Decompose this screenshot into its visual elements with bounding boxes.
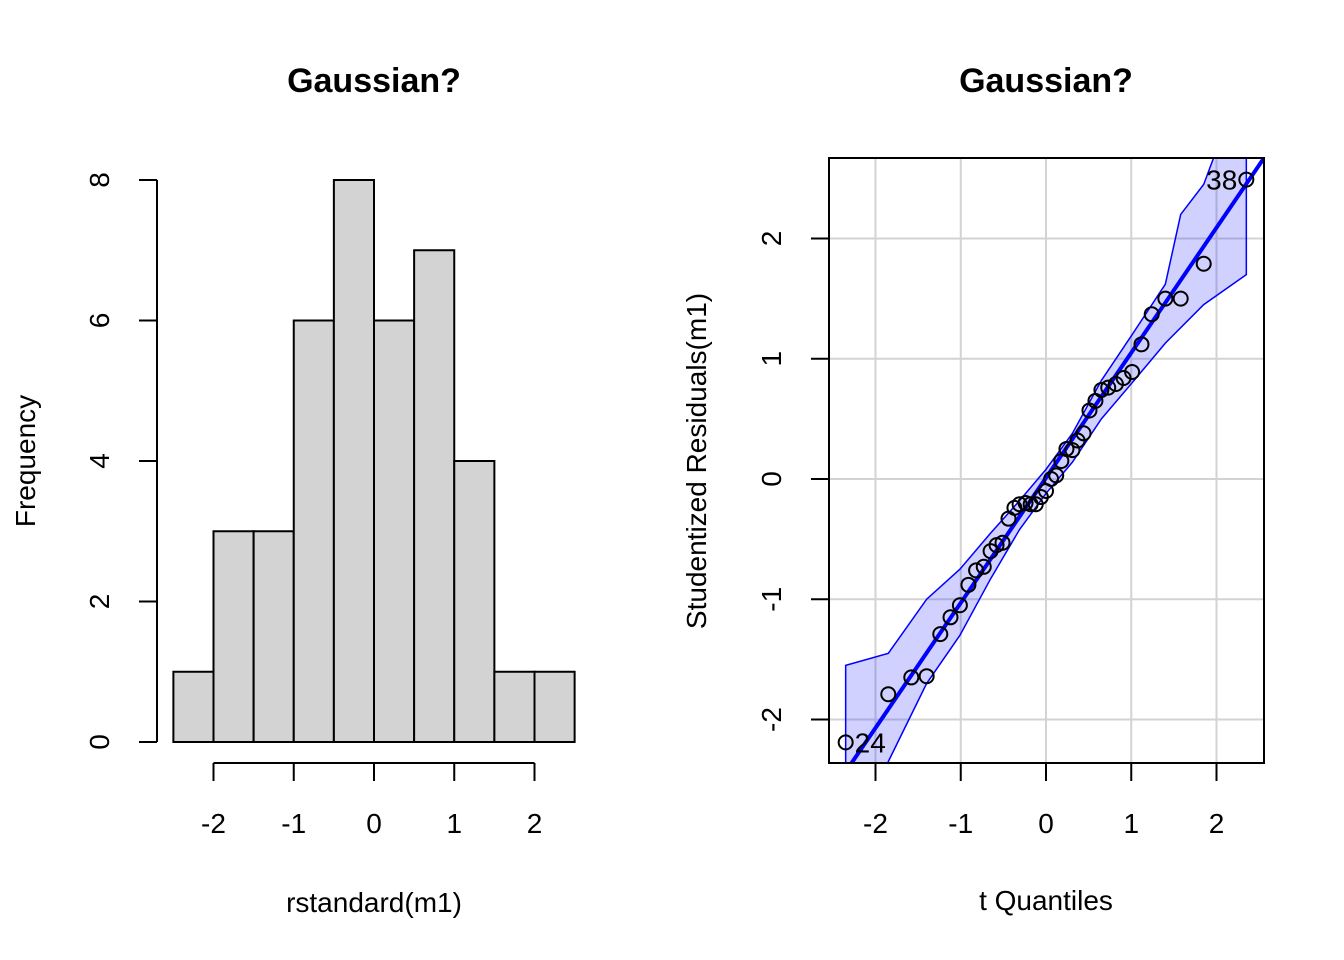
- data-point: [880, 686, 897, 703]
- qq-plot-grid: [829, 158, 1264, 763]
- data-point: [1172, 290, 1189, 307]
- x-tick-label: 0: [366, 808, 382, 839]
- data-point: [960, 576, 977, 593]
- x-tick-label: 1: [446, 808, 462, 839]
- data-point: [1124, 363, 1141, 380]
- y-tick-label: 6: [84, 313, 115, 329]
- qq-plot-y-label: Studentized Residuals(m1): [681, 293, 712, 629]
- point-label: 38: [1206, 165, 1237, 196]
- histogram-bar: [533, 670, 576, 743]
- data-point: [903, 669, 920, 686]
- qq-points: [837, 171, 1255, 751]
- y-tick-label: 0: [84, 734, 115, 750]
- data-point: [1093, 382, 1110, 399]
- x-tick-label: -1: [948, 808, 973, 839]
- point-label: 24: [855, 727, 886, 758]
- y-tick-label: 0: [756, 471, 787, 487]
- histogram-bar: [292, 319, 335, 743]
- data-point: [1195, 255, 1212, 272]
- x-tick-label: 1: [1123, 808, 1139, 839]
- data-point: [1100, 379, 1117, 396]
- histogram-x-axis: -2 -1 0 1 2: [201, 762, 543, 839]
- data-point: [1064, 442, 1081, 459]
- histogram-bar: [373, 319, 416, 743]
- data-point: [1143, 306, 1160, 323]
- x-tick-label: -2: [201, 808, 226, 839]
- x-tick-label: -1: [281, 808, 306, 839]
- x-tick-label: 2: [527, 808, 543, 839]
- y-tick-label: 1: [756, 351, 787, 367]
- histogram-title: Gaussian?: [287, 62, 461, 100]
- data-point: [1238, 171, 1255, 188]
- histogram-panel: Gaussian? rstandard(m1) Frequency -2 -1 0 1…: [10, 62, 576, 918]
- y-tick-label: -2: [756, 707, 787, 732]
- histogram-y-label: Frequency: [10, 395, 41, 527]
- data-point: [1058, 440, 1075, 457]
- y-tick-label: 4: [84, 453, 115, 469]
- histogram-bars: [172, 179, 576, 743]
- data-point: [1048, 467, 1065, 484]
- data-point: [1011, 496, 1028, 513]
- data-point: [1075, 425, 1092, 442]
- data-point: [975, 558, 992, 575]
- data-point: [932, 626, 949, 643]
- histogram-x-label: rstandard(m1): [286, 887, 462, 918]
- data-point: [1133, 336, 1150, 353]
- histogram-bar: [252, 530, 295, 743]
- data-point: [951, 597, 968, 614]
- qq-plot-x-axis: -2 -1 0 1 2: [863, 763, 1224, 839]
- histogram-bar: [493, 670, 536, 743]
- histogram-bar: [332, 179, 375, 743]
- y-tick-label: 2: [756, 231, 787, 247]
- y-tick-label: 8: [84, 172, 115, 188]
- x-tick-label: -2: [863, 808, 888, 839]
- qq-plot-panel: Gaussian? t Quantiles Studentized Residu…: [681, 62, 1265, 916]
- qq-plot-x-label: t Quantiles: [979, 885, 1113, 916]
- data-point: [1157, 290, 1174, 307]
- point-labels: 24 38: [855, 165, 1238, 759]
- histogram-bar: [212, 530, 255, 743]
- x-tick-label: 2: [1209, 808, 1225, 839]
- histogram-bar: [453, 460, 496, 743]
- data-point: [942, 609, 959, 626]
- x-tick-label: 0: [1038, 808, 1054, 839]
- histogram-bar: [413, 249, 456, 743]
- histogram-bar: [172, 670, 215, 743]
- histogram-y-axis: 0 2 4 6 8: [84, 172, 158, 750]
- data-point: [994, 534, 1011, 551]
- data-point: [968, 562, 985, 579]
- qq-plot-title: Gaussian?: [959, 62, 1133, 100]
- y-tick-label: -1: [756, 587, 787, 612]
- data-point: [918, 668, 935, 685]
- qq-plot-y-axis: -2 -1 0 1 2: [756, 231, 829, 732]
- data-point: [837, 734, 854, 751]
- reference-line: [849, 158, 1264, 763]
- y-tick-label: 2: [84, 594, 115, 610]
